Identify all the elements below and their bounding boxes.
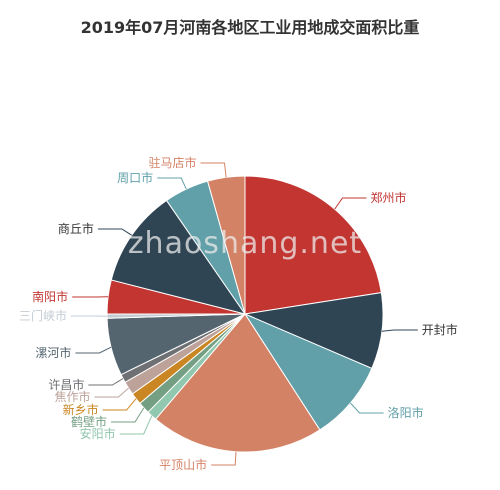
pie-slice <box>244 175 382 315</box>
slice-label: 许昌市 <box>48 377 84 392</box>
leader-line <box>111 407 145 423</box>
leader-line <box>88 378 124 386</box>
pie-slice <box>110 199 247 315</box>
chart-title: 2019年07月河南各地区工业用地成交面积比重 <box>80 18 420 37</box>
leader-line <box>94 387 129 398</box>
slice-label: 三门峡市 <box>19 308 67 323</box>
slice-label: 鹤壁市 <box>71 414 107 429</box>
slice-label: 安阳市 <box>80 426 116 441</box>
slice-label: 洛阳市 <box>388 405 424 420</box>
leader-line <box>119 415 153 435</box>
slice-label: 焦作市 <box>54 389 90 404</box>
label-leader-lines <box>71 162 418 466</box>
slice-label: 开封市 <box>422 322 458 337</box>
slice-label: 南阳市 <box>32 289 68 304</box>
slice-label: 周口市 <box>117 170 153 185</box>
leader-line <box>157 177 187 190</box>
pie-slice <box>243 312 373 431</box>
leader-line <box>102 398 137 411</box>
leader-line <box>75 346 112 354</box>
slice-label: 新乡市 <box>63 402 99 417</box>
leader-line <box>97 228 132 236</box>
pie-slices <box>106 175 384 453</box>
slice-label: 漯河市 <box>35 345 71 360</box>
leader-line <box>381 329 418 332</box>
slice-label: 平顶山市 <box>159 457 207 472</box>
leader-line <box>350 402 384 414</box>
pie-slice <box>154 313 321 453</box>
watermark: zhaoshang.net <box>127 226 363 261</box>
leader-line <box>211 451 237 466</box>
leader-line <box>200 162 227 178</box>
slice-label: 商丘市 <box>58 221 94 236</box>
leader-line <box>334 197 367 210</box>
slice-label: 郑州市 <box>371 190 407 205</box>
slice-label: 驻马店市 <box>148 155 196 170</box>
